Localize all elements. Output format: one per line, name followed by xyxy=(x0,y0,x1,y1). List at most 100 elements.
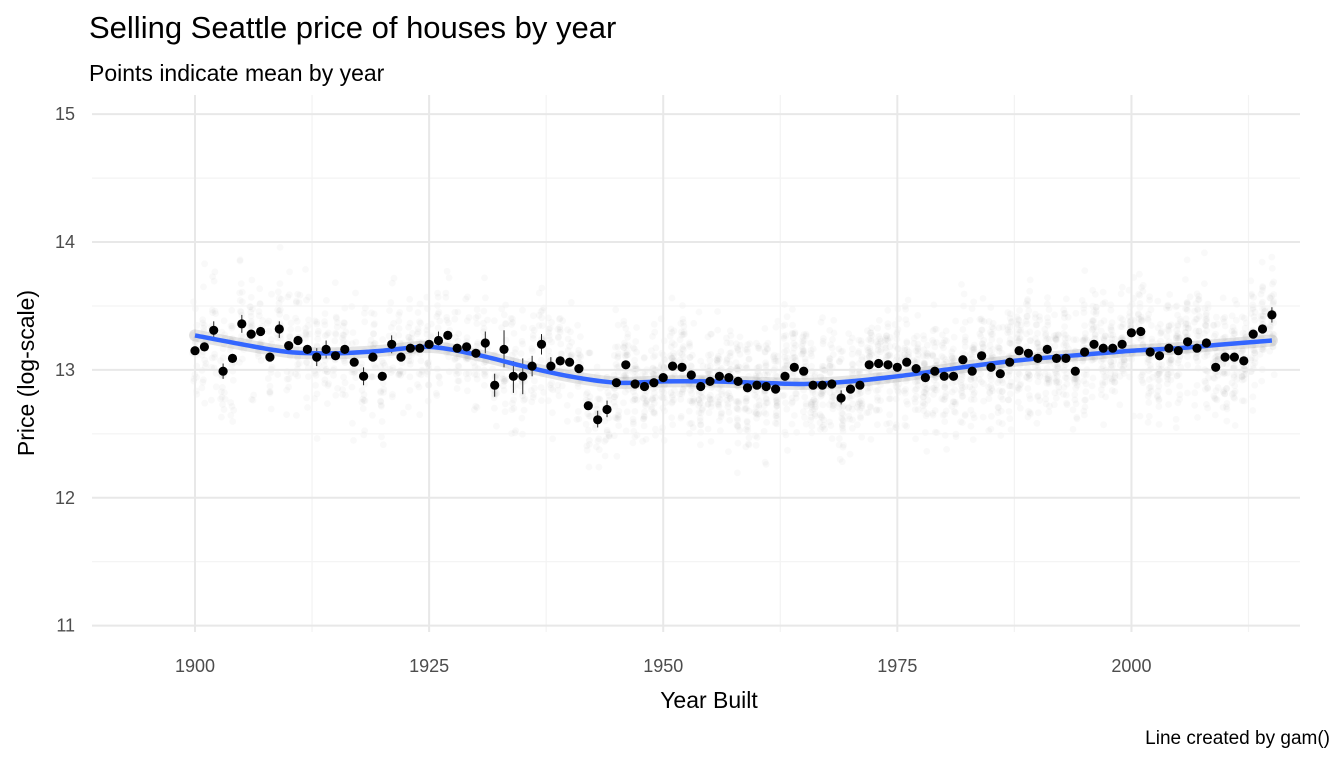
raw-point xyxy=(474,340,481,348)
raw-point xyxy=(1054,372,1061,380)
raw-point xyxy=(726,352,734,360)
raw-point xyxy=(641,408,648,416)
raw-point xyxy=(238,332,245,340)
raw-point xyxy=(1154,340,1162,348)
raw-point xyxy=(1182,329,1189,336)
raw-point xyxy=(848,405,856,413)
raw-point xyxy=(1055,388,1063,396)
raw-point xyxy=(856,390,863,398)
mean-point xyxy=(817,380,828,390)
raw-point xyxy=(867,436,875,443)
raw-point xyxy=(903,338,911,346)
raw-point xyxy=(904,296,912,304)
raw-point xyxy=(465,369,473,377)
raw-point xyxy=(924,396,932,404)
raw-point xyxy=(538,284,546,292)
mean-point xyxy=(1089,339,1099,349)
raw-point xyxy=(866,353,873,360)
raw-point xyxy=(1147,387,1155,395)
raw-point xyxy=(324,382,332,389)
raw-point xyxy=(594,409,602,417)
raw-point xyxy=(582,420,590,428)
raw-point xyxy=(266,390,274,397)
raw-point xyxy=(714,352,722,360)
raw-point xyxy=(277,334,284,342)
raw-point xyxy=(582,391,590,398)
mean-point xyxy=(330,351,341,361)
raw-point xyxy=(1016,370,1023,378)
raw-point xyxy=(500,311,508,319)
raw-point xyxy=(807,416,814,424)
raw-point xyxy=(770,351,778,359)
raw-point xyxy=(941,383,949,391)
raw-point xyxy=(631,356,638,364)
raw-point xyxy=(1193,315,1201,323)
raw-point xyxy=(557,340,565,348)
raw-point xyxy=(977,332,985,340)
raw-point xyxy=(678,372,686,380)
raw-point xyxy=(502,336,510,344)
raw-point xyxy=(792,389,799,397)
raw-point xyxy=(921,359,928,367)
raw-point xyxy=(377,398,385,406)
raw-point xyxy=(321,380,329,387)
raw-point xyxy=(807,400,815,408)
raw-point xyxy=(1139,342,1147,350)
raw-point xyxy=(471,370,479,378)
raw-point xyxy=(397,340,405,347)
raw-point xyxy=(642,372,649,380)
raw-point xyxy=(1258,377,1266,385)
raw-point xyxy=(1174,322,1182,330)
raw-point xyxy=(725,448,732,455)
raw-point xyxy=(535,289,543,297)
raw-point xyxy=(923,385,931,392)
raw-point xyxy=(464,387,471,395)
raw-point xyxy=(876,335,884,343)
raw-point xyxy=(1044,335,1051,342)
raw-point xyxy=(762,461,770,468)
raw-point xyxy=(292,370,299,378)
raw-point xyxy=(614,411,622,419)
raw-point xyxy=(1247,356,1255,364)
raw-point xyxy=(1111,372,1119,379)
raw-point xyxy=(969,346,976,354)
raw-point xyxy=(828,363,836,371)
raw-point xyxy=(480,359,488,367)
raw-point xyxy=(303,394,310,402)
raw-point xyxy=(923,448,931,455)
raw-point xyxy=(762,395,770,402)
raw-point xyxy=(610,352,618,359)
raw-point xyxy=(451,356,459,363)
raw-point xyxy=(742,426,750,433)
raw-point xyxy=(875,333,883,340)
raw-point xyxy=(798,343,806,350)
raw-point xyxy=(677,412,685,420)
raw-point xyxy=(1258,332,1266,339)
raw-point xyxy=(1116,352,1124,360)
raw-point xyxy=(1182,324,1190,332)
raw-point xyxy=(200,324,208,332)
raw-point xyxy=(285,383,292,391)
chart-title: Selling Seattle price of houses by year xyxy=(89,10,617,45)
mean-point xyxy=(864,360,874,370)
raw-point xyxy=(1231,330,1239,337)
raw-point xyxy=(986,372,994,380)
raw-point xyxy=(1050,332,1058,339)
raw-point xyxy=(846,394,854,402)
mean-point xyxy=(930,366,940,376)
raw-point xyxy=(276,244,284,251)
raw-point xyxy=(511,429,519,437)
raw-point xyxy=(920,346,928,354)
raw-point xyxy=(1167,356,1175,363)
raw-point xyxy=(707,396,714,404)
raw-point xyxy=(593,405,601,413)
raw-point xyxy=(200,376,207,384)
raw-point xyxy=(1145,356,1153,364)
raw-point xyxy=(680,353,687,360)
raw-point xyxy=(1256,351,1264,358)
raw-point xyxy=(1024,301,1032,309)
raw-point xyxy=(876,339,884,347)
raw-point xyxy=(548,338,555,346)
raw-point xyxy=(1090,323,1098,331)
raw-point xyxy=(284,293,292,301)
